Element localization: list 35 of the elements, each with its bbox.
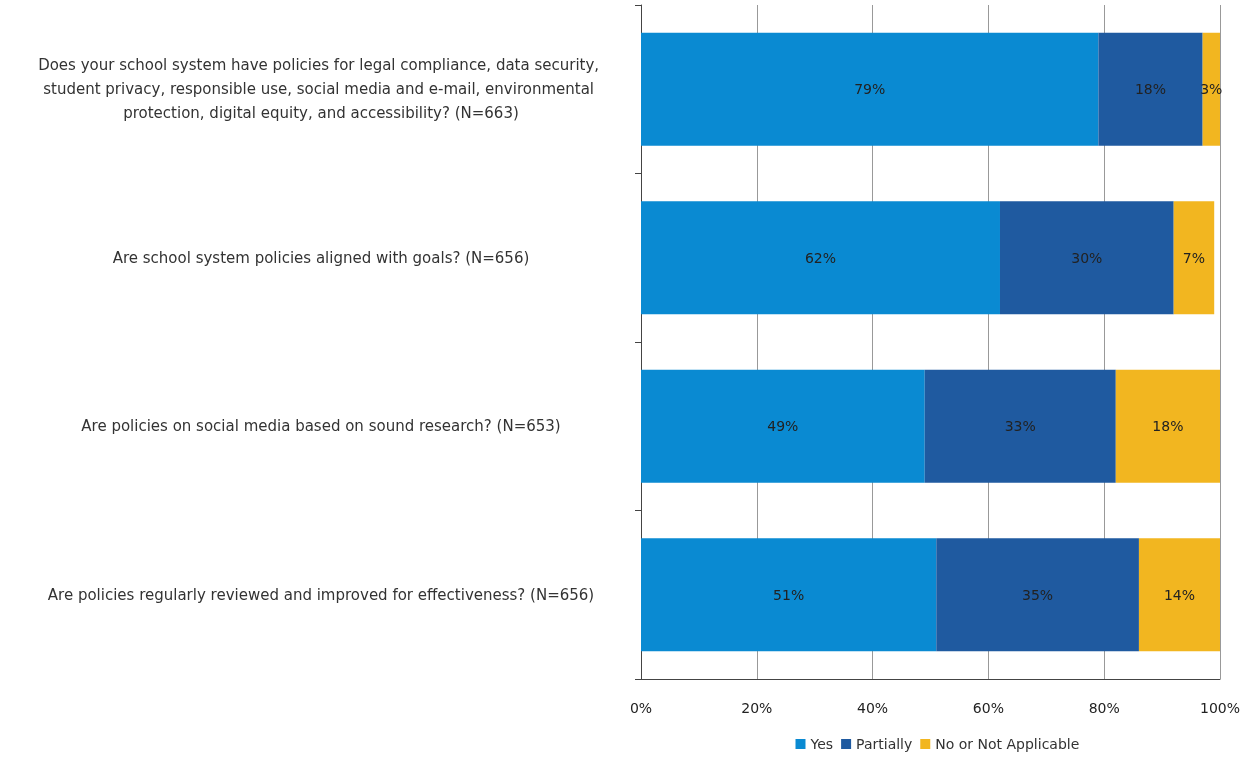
- data-label: 79%: [854, 81, 886, 98]
- data-label: 30%: [1071, 249, 1103, 266]
- bar: [641, 369, 925, 483]
- x-tick-label: 100%: [1199, 700, 1241, 716]
- bar: [1115, 369, 1220, 483]
- data-label: 49%: [767, 418, 799, 435]
- y-tick-label: Are policies regularly reviewed and improved for effectiveness? (N=656): [47, 585, 595, 604]
- legend-label: Yes: [809, 736, 834, 752]
- bar: [1173, 201, 1215, 315]
- x-tick-label: 60%: [972, 700, 1004, 716]
- data-label: 18%: [1152, 418, 1184, 435]
- data-label: 14%: [1163, 586, 1196, 603]
- x-tick-label: 80%: [1088, 700, 1120, 716]
- data-label: 18%: [1134, 81, 1167, 98]
- bar: [936, 538, 1139, 652]
- data-label: 33%: [1004, 418, 1036, 435]
- bar: [924, 369, 1116, 483]
- x-tick-label: 0%: [629, 700, 653, 716]
- bar: [999, 201, 1174, 315]
- bar: [641, 201, 1000, 315]
- data-label: 51%: [773, 586, 805, 603]
- bar: [641, 32, 1099, 146]
- legend-label: No or Not Applicable: [935, 736, 1080, 752]
- data-label: 62%: [804, 249, 837, 266]
- x-tick-label: 20%: [741, 700, 773, 716]
- bar: [1098, 32, 1203, 146]
- data-label: 7%: [1182, 249, 1206, 266]
- legend-label: Partially: [856, 736, 913, 752]
- bar: [641, 538, 937, 652]
- y-tick-label: Are school system policies aligned with goals? (N=656): [112, 248, 530, 267]
- data-label: 35%: [1022, 586, 1054, 603]
- y-tick-label: Does your school system have policies for legal compliance, data security, student privacy, responsible use, social media and e-mail, environmental protection, digital equity, and accessibility? (N=663): [38, 56, 604, 123]
- x-tick-label: 40%: [857, 700, 889, 716]
- bar: [1138, 538, 1220, 652]
- y-tick-label: Are policies on social media based on sound research? (N=653): [81, 417, 561, 436]
